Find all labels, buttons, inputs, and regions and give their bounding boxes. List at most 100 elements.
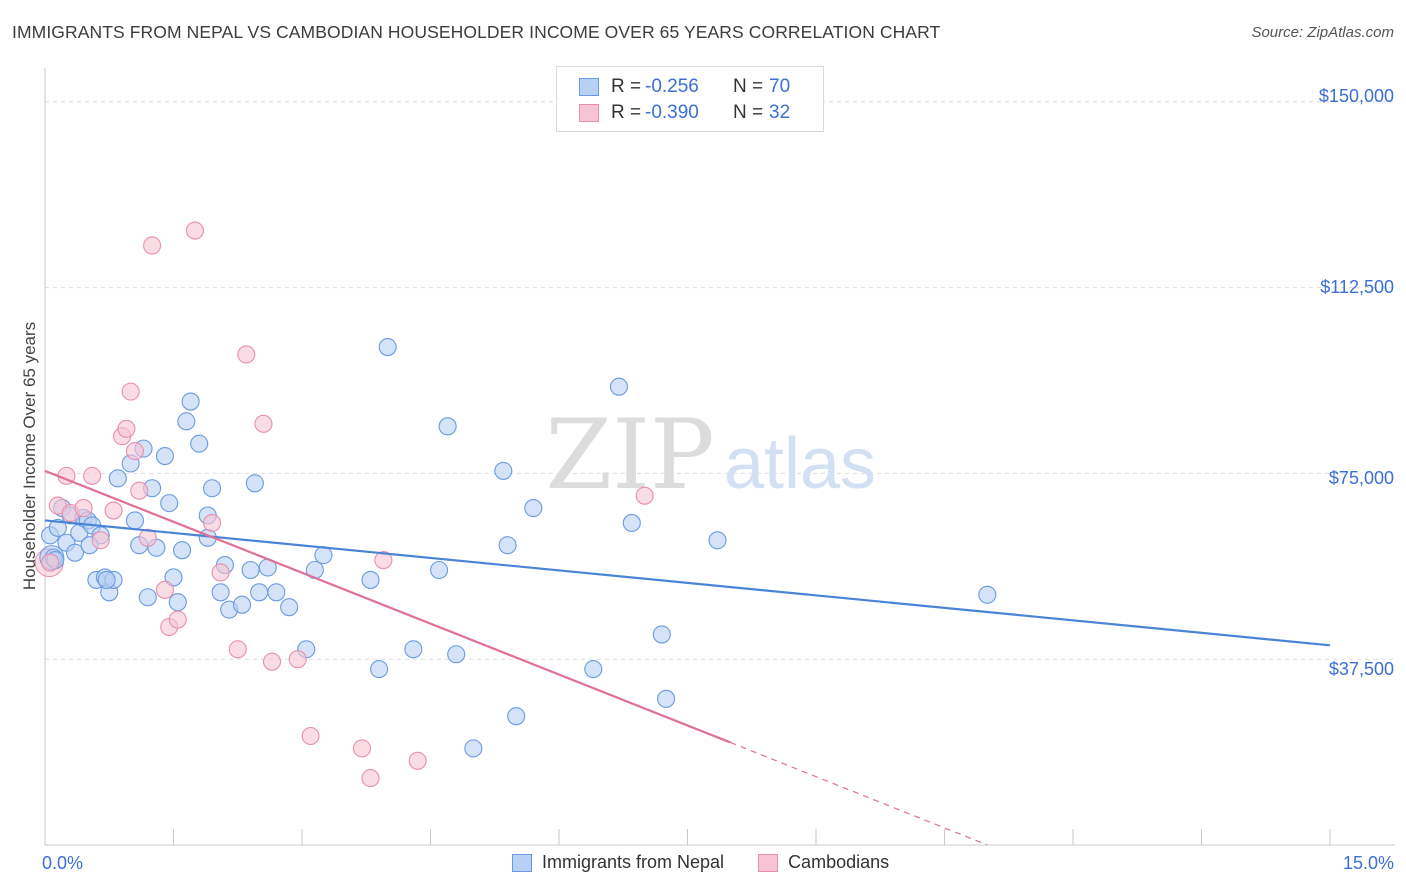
data-point-nepal: [48, 518, 67, 537]
data-point-cambodians: [74, 499, 93, 518]
data-point-cambodians: [237, 345, 256, 364]
data-point-nepal: [125, 511, 144, 530]
bottom-legend-label-nepal: Immigrants from Nepal: [542, 852, 725, 872]
y-tick-label: $75,000: [1328, 468, 1394, 488]
data-point-nepal: [438, 417, 457, 436]
data-point-nepal: [524, 499, 543, 518]
data-point-nepal: [65, 543, 85, 562]
bottom-legend-label-cambodians: Cambodians: [788, 852, 890, 872]
data-point-nepal: [584, 660, 603, 679]
data-point-nepal: [507, 707, 526, 726]
data-point-nepal: [267, 583, 286, 602]
bottom-legend-swatch-cambodians: [758, 853, 779, 872]
legend-n-value-nepal: 70: [769, 76, 791, 97]
data-point-nepal: [108, 469, 127, 488]
data-point-nepal: [203, 479, 222, 498]
data-point-cambodians: [288, 650, 307, 669]
data-point-nepal: [657, 689, 676, 708]
data-point-cambodians: [228, 640, 247, 659]
data-point-cambodians: [408, 751, 427, 770]
legend-box: R = -0.256 N = 70 R = -0.390 N = 32: [556, 66, 824, 132]
source-label: Source: ZipAtlas.com: [1251, 24, 1394, 41]
data-point-nepal: [97, 570, 116, 589]
data-point-nepal: [498, 536, 517, 555]
x-tick-label-max: 15.0%: [1342, 853, 1394, 873]
legend-r-value-cambodians: -0.390: [645, 102, 699, 123]
legend-row-cambodians: R = -0.390 N = 32: [579, 100, 790, 126]
data-point-cambodians: [374, 551, 393, 570]
data-point-nepal: [241, 560, 260, 580]
data-point-nepal: [211, 583, 230, 602]
y-tick-label: $112,500: [1320, 277, 1394, 297]
data-point-nepal: [181, 392, 200, 411]
legend-n-value-cambodians: 32: [769, 102, 791, 123]
data-point-nepal: [168, 593, 187, 612]
data-point-nepal: [609, 377, 629, 396]
data-point-nepal: [177, 412, 196, 431]
legend-r-label: R =: [611, 76, 642, 97]
trend-line-cambodians-extension: [730, 741, 988, 846]
data-point-nepal: [447, 645, 466, 664]
data-points: [34, 221, 997, 788]
data-point-cambodians: [203, 513, 222, 532]
watermark: ZIP atlas: [545, 399, 876, 511]
data-point-cambodians: [352, 739, 372, 758]
chart-title: IMMIGRANTS FROM NEPAL VS CAMBODIAN HOUSE…: [12, 22, 941, 42]
data-point-nepal: [622, 513, 641, 532]
trend-lines: [44, 469, 1331, 846]
data-point-cambodians: [211, 563, 230, 582]
data-point-cambodians: [41, 553, 60, 572]
x-tick-label-min: 0.0%: [42, 853, 84, 873]
data-point-nepal: [232, 595, 252, 614]
data-point-nepal: [138, 588, 157, 607]
y-tick-label: $150,000: [1318, 86, 1394, 106]
legend-n-label: N =: [733, 102, 764, 123]
y-axis-label: Householder Income Over 65 years: [20, 321, 39, 591]
y-tick-label: $37,500: [1328, 659, 1394, 679]
data-point-cambodians: [168, 610, 187, 629]
data-point-cambodians: [143, 236, 162, 255]
data-point-cambodians: [254, 414, 273, 433]
data-point-nepal: [250, 583, 269, 602]
legend-swatch-cambodians: [579, 104, 599, 122]
data-point-nepal: [190, 434, 209, 453]
legend-r-value-nepal: -0.256: [645, 76, 699, 97]
bottom-legend-swatch-nepal: [512, 853, 532, 872]
data-point-nepal: [155, 446, 174, 466]
data-point-nepal: [160, 494, 179, 513]
data-point-cambodians: [262, 652, 282, 671]
data-point-nepal: [430, 560, 449, 580]
legend-r-label: R =: [611, 102, 642, 123]
data-point-nepal: [404, 640, 423, 659]
data-point-cambodians: [104, 501, 123, 520]
data-point-cambodians: [130, 481, 149, 500]
data-point-nepal: [978, 585, 997, 604]
data-point-nepal: [280, 598, 299, 617]
data-point-cambodians: [117, 419, 136, 438]
axes: [44, 68, 1395, 846]
data-point-cambodians: [301, 726, 320, 746]
bottom-legend-item-cambodians: Cambodians: [758, 852, 889, 873]
data-point-nepal: [370, 660, 389, 679]
data-point-cambodians: [125, 442, 144, 461]
data-point-cambodians: [91, 531, 110, 550]
data-point-nepal: [652, 625, 671, 644]
bottom-legend-item-nepal: Immigrants from Nepal: [512, 852, 724, 873]
bottom-legend: Immigrants from Nepal Cambodians: [512, 852, 923, 873]
watermark-zip: ZIP: [545, 399, 714, 511]
legend-n-label: N =: [733, 76, 764, 97]
data-point-cambodians: [635, 486, 654, 505]
data-point-nepal: [164, 568, 183, 587]
data-point-cambodians: [121, 382, 140, 401]
watermark-atlas: atlas: [724, 424, 876, 504]
data-point-nepal: [464, 739, 483, 758]
data-point-nepal: [494, 461, 513, 480]
legend-row-nepal: R = -0.256 N = 70: [579, 74, 790, 100]
data-point-cambodians: [361, 769, 380, 788]
data-point-cambodians: [138, 528, 157, 547]
data-point-nepal: [245, 474, 264, 493]
legend-swatch-nepal: [579, 78, 599, 96]
data-point-nepal: [378, 337, 397, 357]
data-point-cambodians: [185, 221, 204, 240]
